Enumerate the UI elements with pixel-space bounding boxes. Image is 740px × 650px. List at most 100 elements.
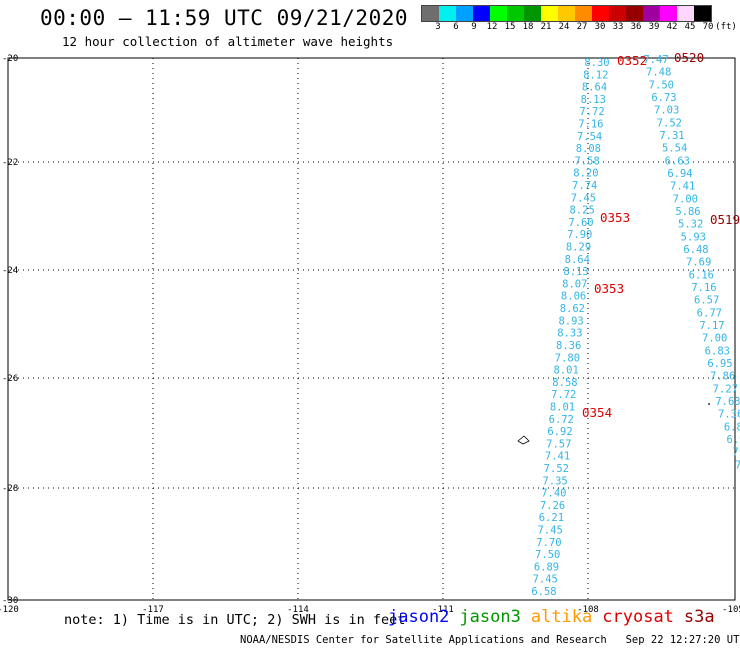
satellite-s3a: s3a	[683, 607, 715, 627]
wave-height-value: 7.	[735, 459, 740, 471]
wave-height-value: 7.57	[546, 438, 571, 450]
colorbar-labels: 3 6 9 12 15 18 21 24 27 30 33 36 39 42 45 70 (ft)	[421, 22, 740, 34]
longitude-label: -108	[577, 605, 599, 615]
longitude-label: -105	[722, 605, 740, 615]
colorbar-swatch	[439, 6, 456, 21]
wave-height-value: 7.17	[699, 320, 724, 332]
wave-height-value: 7.31	[659, 130, 684, 142]
wave-height-value: 8.12	[583, 69, 608, 81]
colorbar	[421, 5, 712, 22]
wave-height-value: 6.21	[539, 512, 564, 524]
colorbar-label: 12	[486, 22, 498, 32]
wave-height-value: 7.48	[646, 67, 671, 79]
latitude-label: -22	[2, 158, 18, 168]
colorbar-swatch	[626, 6, 643, 21]
colorbar-label: (ft)	[715, 22, 737, 32]
longitude-label: -120	[0, 605, 19, 615]
wave-height-value: 7.52	[657, 117, 682, 129]
wave-height-value: 7.60	[568, 217, 593, 229]
latitude-label: -28	[2, 484, 18, 494]
longitude-label: -114	[287, 605, 309, 615]
wave-height-value: 8.58	[552, 377, 577, 389]
map-title: 00:00 — 11:59 UTC 09/21/2020	[40, 6, 409, 30]
wave-height-value: 8.07	[562, 278, 587, 290]
wave-height-value: 6.83	[705, 345, 730, 357]
colorbar-swatch	[643, 6, 660, 21]
latitude-label: -24	[2, 266, 18, 276]
wave-height-value: 6.9	[727, 434, 740, 446]
colorbar-swatch	[660, 6, 677, 21]
wave-height-value: 7.90	[567, 229, 592, 241]
wave-height-value: 6.95	[707, 358, 732, 370]
wave-height-value: 5.93	[681, 231, 706, 243]
wave-height-value: 7.80	[555, 352, 580, 364]
island-shape	[517, 435, 530, 445]
wave-height-value: 7.45	[571, 192, 596, 204]
wave-height-value: 8.06	[561, 291, 586, 303]
colorbar-label: 45	[684, 22, 696, 32]
latitude-label: -30	[2, 596, 18, 606]
colorbar-label: 27	[576, 22, 588, 32]
wave-height-value: 8.20	[573, 168, 598, 180]
satellite-jason2: jason2	[388, 607, 450, 627]
colorbar-label: 24	[558, 22, 570, 32]
colorbar-label: 70	[702, 22, 714, 32]
wave-height-value: 7.40	[541, 488, 566, 500]
pass-time-label: 0352	[617, 53, 647, 68]
wave-height-value: 6.73	[651, 92, 676, 104]
map-frame	[7, 57, 736, 601]
wave-height-value: 6.77	[697, 307, 722, 319]
colorbar-label: 42	[666, 22, 678, 32]
wave-height-value: 8.13	[563, 266, 588, 278]
wave-height-value: 7.54	[577, 131, 602, 143]
longitude-label: -111	[432, 605, 454, 615]
colorbar-swatch	[456, 6, 473, 21]
colorbar-label: 30	[594, 22, 606, 32]
colorbar-label: 6	[453, 22, 459, 32]
wave-height-value: 8.93	[558, 315, 583, 327]
satellite-cryosat: cryosat	[602, 607, 674, 627]
wave-height-value: 8.64	[582, 82, 607, 94]
wave-height-value: 7.00	[673, 193, 698, 205]
pass-time-label: 0353	[600, 210, 630, 225]
footer-note: note: 1) Time is in UTC; 2) SWH is in fe…	[64, 612, 406, 628]
longitude-label: -117	[142, 605, 164, 615]
wave-height-value: 7.58	[574, 155, 599, 167]
wave-height-value: 7.00	[702, 333, 727, 345]
island-dot	[708, 403, 710, 405]
wave-height-value: 7.74	[572, 180, 597, 192]
satellite-legend: jason2 jason3 altika cryosat s3a	[388, 607, 725, 627]
satellite-jason3: jason3	[459, 607, 521, 627]
wave-height-value: 8.08	[576, 143, 601, 155]
wave-height-value: 8.13	[581, 94, 606, 106]
latitude-label: -26	[2, 374, 18, 384]
colorbar-swatch	[541, 6, 558, 21]
wave-height-value: 7.16	[691, 282, 716, 294]
wave-height-value: 8.33	[557, 328, 582, 340]
wave-height-value: 8.01	[554, 365, 579, 377]
pass-time-label: 0354	[582, 405, 612, 420]
footer-credit: NOAA/NESDIS Center for Satellite Applica…	[240, 634, 740, 646]
colorbar-swatch	[507, 6, 524, 21]
satellite-altika: altika	[530, 607, 593, 627]
wave-height-value: 7.41	[545, 451, 570, 463]
wave-height-value: 8.36	[556, 340, 581, 352]
wave-height-value: 7.16	[578, 119, 603, 131]
colorbar-swatch	[422, 6, 439, 21]
colorbar-swatch	[490, 6, 507, 21]
colorbar-swatch	[677, 6, 694, 21]
latitude-label: -20	[2, 54, 18, 64]
wave-height-value: 6.94	[667, 168, 692, 180]
colorbar-swatch	[558, 6, 575, 21]
colorbar-label: 15	[504, 22, 516, 32]
pass-time-label: 0353	[594, 281, 624, 296]
wave-height-value: 7.	[732, 447, 740, 459]
wave-height-value: 7.03	[654, 105, 679, 117]
wave-height-value: 7.72	[579, 106, 604, 118]
wave-height-value: 7.36	[718, 409, 740, 421]
wave-height-value: 7.45	[533, 574, 558, 586]
colorbar-swatch	[524, 6, 541, 21]
wave-height-value: 6.8	[724, 421, 740, 433]
wave-height-value: 5.32	[678, 219, 703, 231]
